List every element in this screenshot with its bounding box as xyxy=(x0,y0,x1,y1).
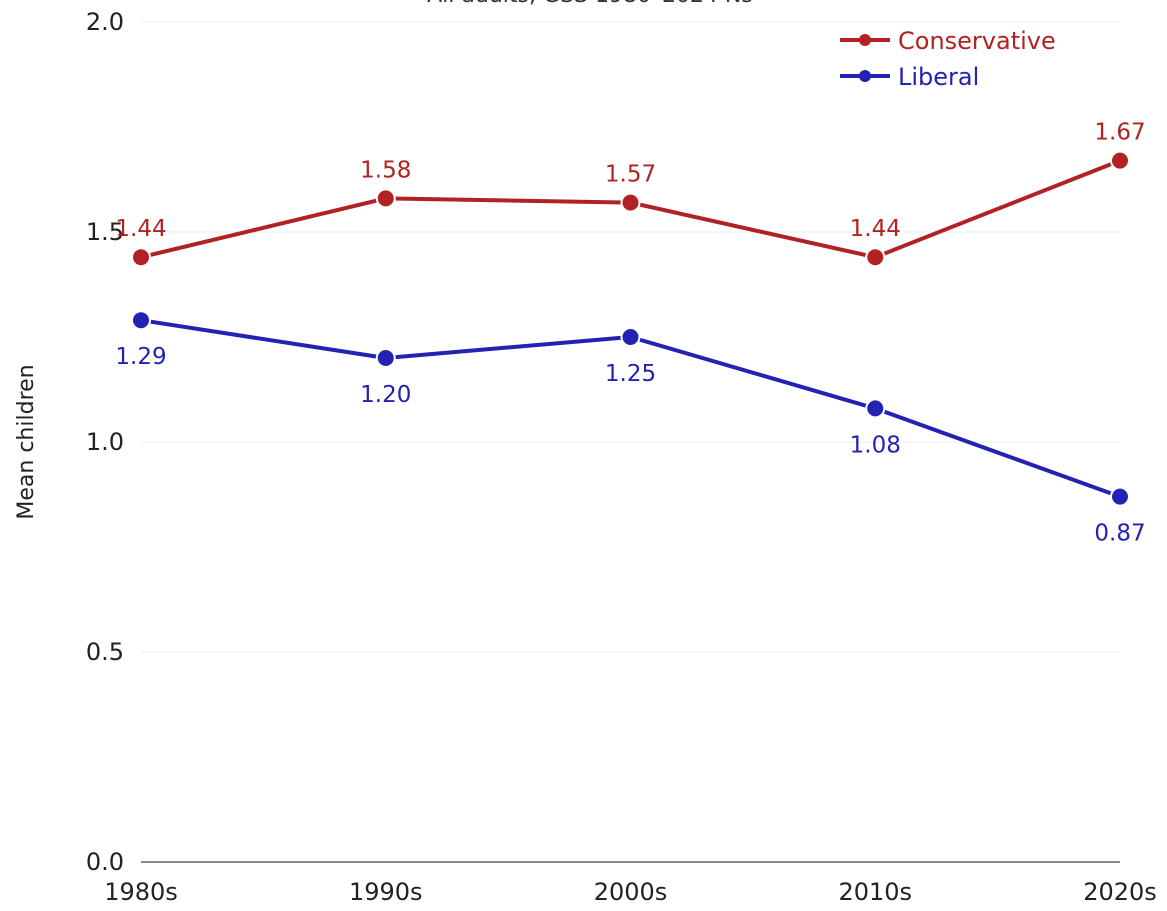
legend: Conservative Liberal xyxy=(840,27,1056,91)
data-label: 1.44 xyxy=(850,216,901,242)
data-point xyxy=(375,348,396,368)
data-point xyxy=(620,192,641,213)
data-label: 1.25 xyxy=(605,361,656,387)
data-point xyxy=(1110,486,1130,507)
x-tick-label: 1990s xyxy=(349,878,423,906)
data-label: 1.20 xyxy=(360,382,411,408)
y-axis-title: Mean children xyxy=(14,364,39,519)
x-tick-label: 2000s xyxy=(594,878,668,906)
axes: 0.0 0.5 1.0 1.5 2.0 1980s 1990s 2000s 2010s 2020s xyxy=(86,8,1157,906)
data-label: 1.67 xyxy=(1094,120,1145,146)
y-tick-label: 0.5 xyxy=(86,638,124,666)
legend-label: Liberal xyxy=(898,63,979,91)
data-label: 1.29 xyxy=(115,344,166,370)
x-tick-label: 2010s xyxy=(838,878,912,906)
data-point xyxy=(1110,150,1130,171)
x-tick-label: 2020s xyxy=(1083,878,1157,906)
data-point xyxy=(375,188,396,209)
data-label: 0.87 xyxy=(1094,521,1145,547)
series-group: 1.44 1.58 1.57 1.44 1.67 1.29 1.20 1.25 1.08 0.87 xyxy=(115,120,1145,547)
data-point xyxy=(131,310,151,331)
data-label: 1.44 xyxy=(115,216,166,242)
data-point xyxy=(865,247,886,268)
gridlines xyxy=(141,21,1120,653)
legend-marker xyxy=(859,34,871,46)
legend-label: Conservative xyxy=(898,27,1056,55)
data-label: 1.08 xyxy=(850,432,901,458)
y-tick-label: 2.0 xyxy=(86,8,124,36)
legend-marker xyxy=(859,70,871,82)
chart-subtitle: All adults, GSS 1980–2024 Ns xyxy=(427,0,753,8)
data-label: 1.57 xyxy=(605,162,656,188)
y-tick-label: 0.0 xyxy=(86,848,124,876)
y-tick-label: 1.0 xyxy=(86,428,124,456)
y-tick-label: 1.5 xyxy=(86,218,124,246)
data-point xyxy=(131,247,151,268)
data-point xyxy=(620,327,641,347)
data-label: 1.58 xyxy=(360,157,411,183)
data-point xyxy=(865,398,886,419)
x-tick-label: 1980s xyxy=(104,878,178,906)
